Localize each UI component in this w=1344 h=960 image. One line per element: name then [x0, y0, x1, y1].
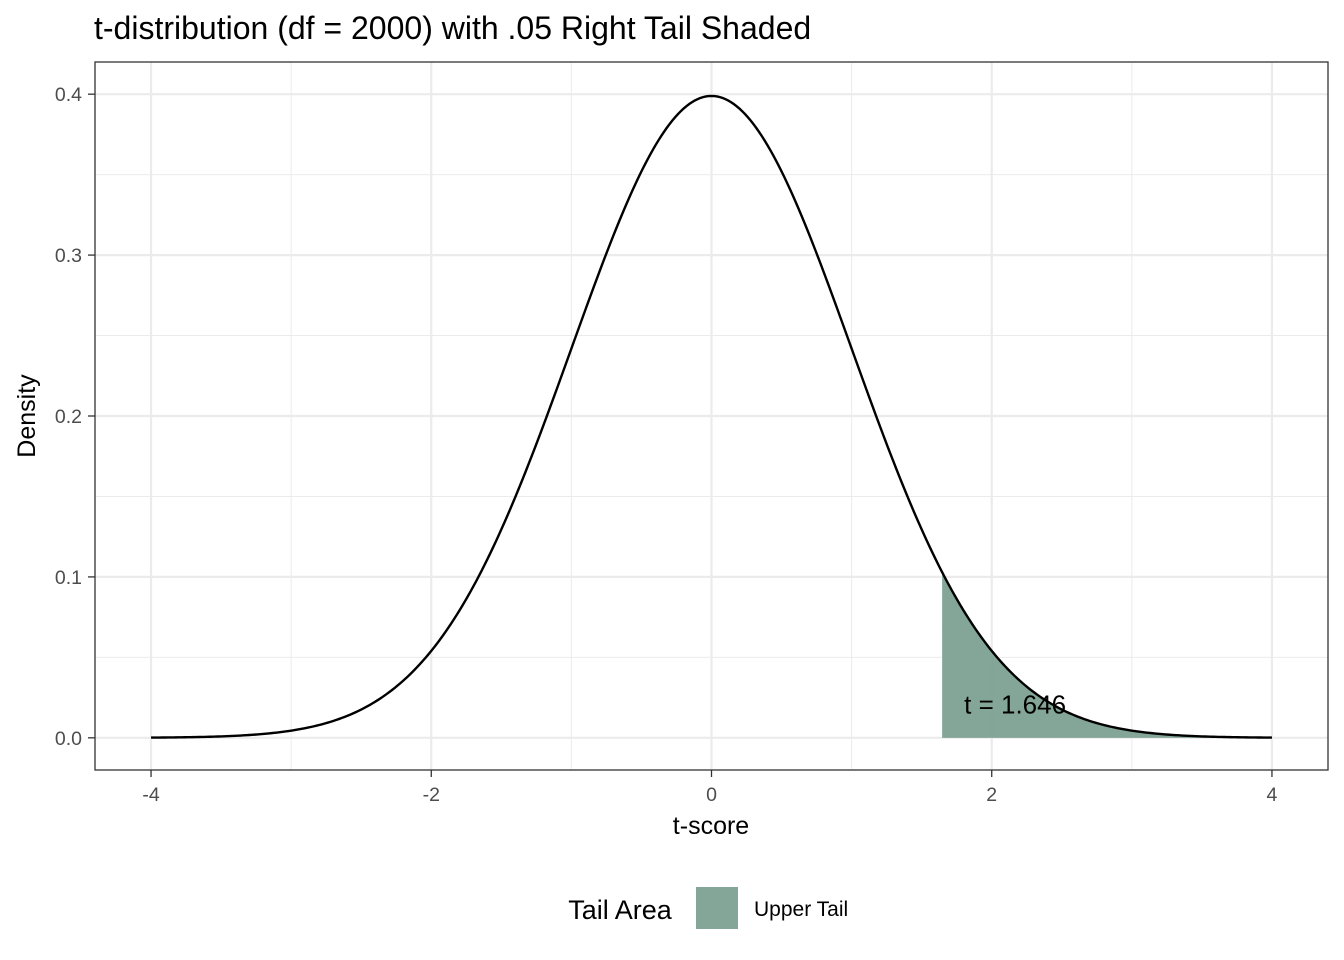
x-tick-label: 4 [1267, 784, 1278, 806]
density-curve [151, 94, 1272, 739]
x-axis: -4 -2 0 2 4 [142, 770, 1278, 806]
y-tick-label: 0.4 [55, 84, 82, 106]
x-tick-label: 0 [706, 784, 717, 806]
x-tick-label: 2 [986, 784, 997, 806]
y-tick-label: 0.3 [55, 245, 82, 267]
upper-tail-shaded-area [942, 572, 1272, 738]
y-tick-label: 0.1 [55, 567, 82, 589]
x-axis-title: t-score [673, 812, 749, 840]
chart-title: t-distribution (df = 2000) with .05 Righ… [94, 10, 811, 46]
x-tick-label: -2 [423, 784, 440, 806]
y-axis: 0.0 0.1 0.2 0.3 0.4 [55, 84, 95, 750]
legend-key-upper-tail [696, 887, 738, 929]
t-value-annotation: t = 1.646 [964, 690, 1066, 720]
y-axis-title: Density [13, 374, 41, 458]
legend-title: Tail Area [568, 895, 673, 925]
legend-label-upper-tail: Upper Tail [754, 898, 848, 921]
y-tick-label: 0.2 [55, 406, 82, 428]
x-tick-label: -4 [142, 784, 159, 806]
legend: Tail Area Upper Tail [568, 887, 848, 929]
y-tick-label: 0.0 [55, 728, 82, 750]
